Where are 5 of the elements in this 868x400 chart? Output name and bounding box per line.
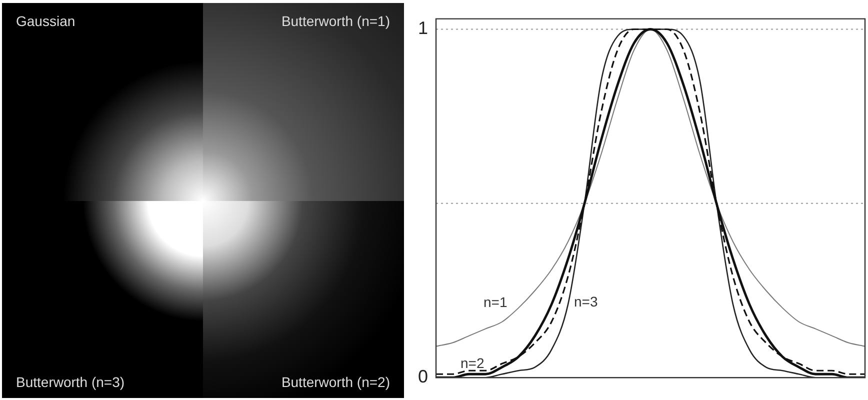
y-tick-label: 1 [418, 18, 428, 38]
series-label: n=3 [574, 293, 598, 310]
y-tick-label: 0 [418, 366, 428, 387]
series-label: n=2 [460, 355, 484, 372]
series-label: n=1 [484, 294, 508, 310]
